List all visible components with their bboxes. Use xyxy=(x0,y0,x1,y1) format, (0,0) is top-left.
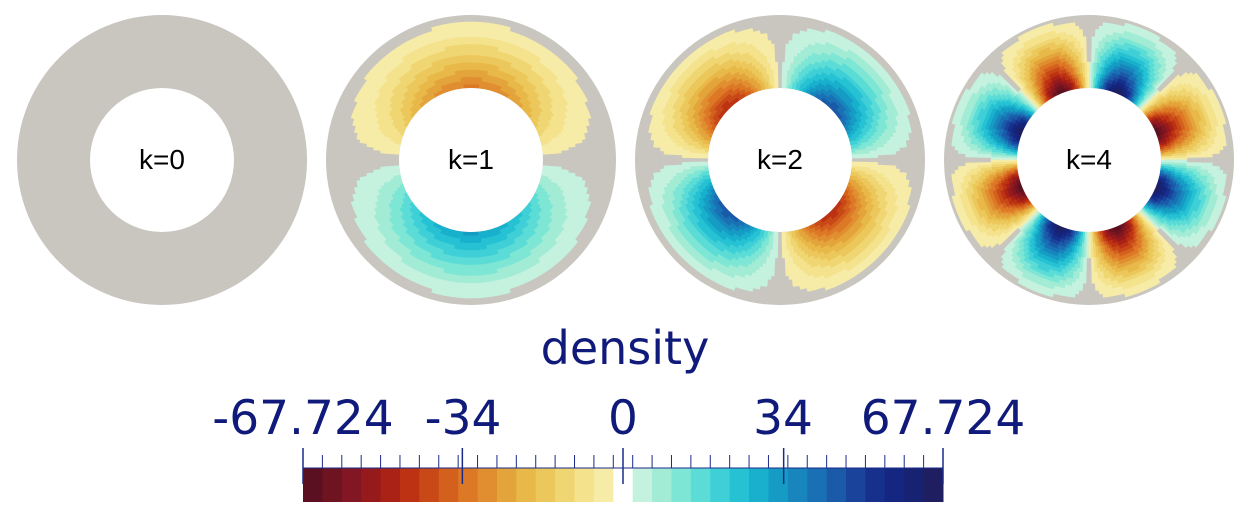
annulus-hole xyxy=(708,88,852,232)
colorbar-swatch xyxy=(438,468,459,502)
colorbar-swatch xyxy=(458,468,479,502)
colorbar-swatch xyxy=(632,468,653,502)
annulus-panel-k4 xyxy=(944,15,1234,305)
annulus-panel-k0 xyxy=(17,15,307,305)
colorbar xyxy=(302,448,944,502)
colorbar-swatch xyxy=(399,468,420,502)
colorbar-swatch xyxy=(749,468,769,502)
colorbar-swatch xyxy=(710,468,731,502)
colorbar-swatch xyxy=(419,468,440,502)
colorbar-swatch xyxy=(303,468,323,502)
colorbar-title: density xyxy=(540,321,710,375)
colorbar-tick-label: 0 xyxy=(608,391,638,446)
annulus-panel-k1 xyxy=(326,15,616,305)
colorbar-swatch xyxy=(341,468,362,502)
colorbar-tick-label: 67.724 xyxy=(860,391,1026,446)
colorbar-swatch xyxy=(671,468,692,502)
colorbar-swatch xyxy=(884,468,905,502)
annulus-hole xyxy=(90,88,234,232)
colorbar-swatch xyxy=(652,468,672,502)
colorbar-swatch xyxy=(593,468,614,502)
annulus-panels xyxy=(17,15,1234,305)
colorbar-swatch xyxy=(477,468,498,502)
colorbar-swatch xyxy=(555,468,576,502)
panel-label-k2: k=2 xyxy=(757,144,803,175)
colorbar-swatch xyxy=(729,468,750,502)
colorbar-tick-label: 34 xyxy=(753,391,813,446)
colorbar-swatch xyxy=(613,468,634,502)
panel-label-k4: k=4 xyxy=(1066,144,1112,175)
colorbar-tick-label: -34 xyxy=(424,391,502,446)
colorbar-swatch xyxy=(322,468,343,502)
colorbar-swatch xyxy=(826,468,847,502)
panel-label-k1: k=1 xyxy=(448,144,494,175)
colorbar-swatch xyxy=(768,468,789,502)
colorbar-swatch xyxy=(516,468,537,502)
colorbar-swatch xyxy=(904,468,925,502)
colorbar-tick-label: -67.724 xyxy=(212,391,394,446)
annulus-hole xyxy=(1017,88,1161,232)
annulus-panel-k2 xyxy=(635,15,925,305)
colorbar-swatch xyxy=(807,468,828,502)
colorbar-swatch xyxy=(496,468,517,502)
colorbar-swatch xyxy=(865,468,886,502)
panel-label-k0: k=0 xyxy=(139,144,185,175)
colorbar-swatch xyxy=(787,468,808,502)
colorbar-swatch xyxy=(846,468,866,502)
annulus-hole xyxy=(399,88,543,232)
colorbar-swatch xyxy=(923,468,944,502)
colorbar-swatch xyxy=(380,468,401,502)
colorbar-swatch xyxy=(361,468,382,502)
colorbar-swatch xyxy=(535,468,556,502)
colorbar-swatch xyxy=(690,468,711,502)
colorbar-swatch xyxy=(574,468,595,502)
